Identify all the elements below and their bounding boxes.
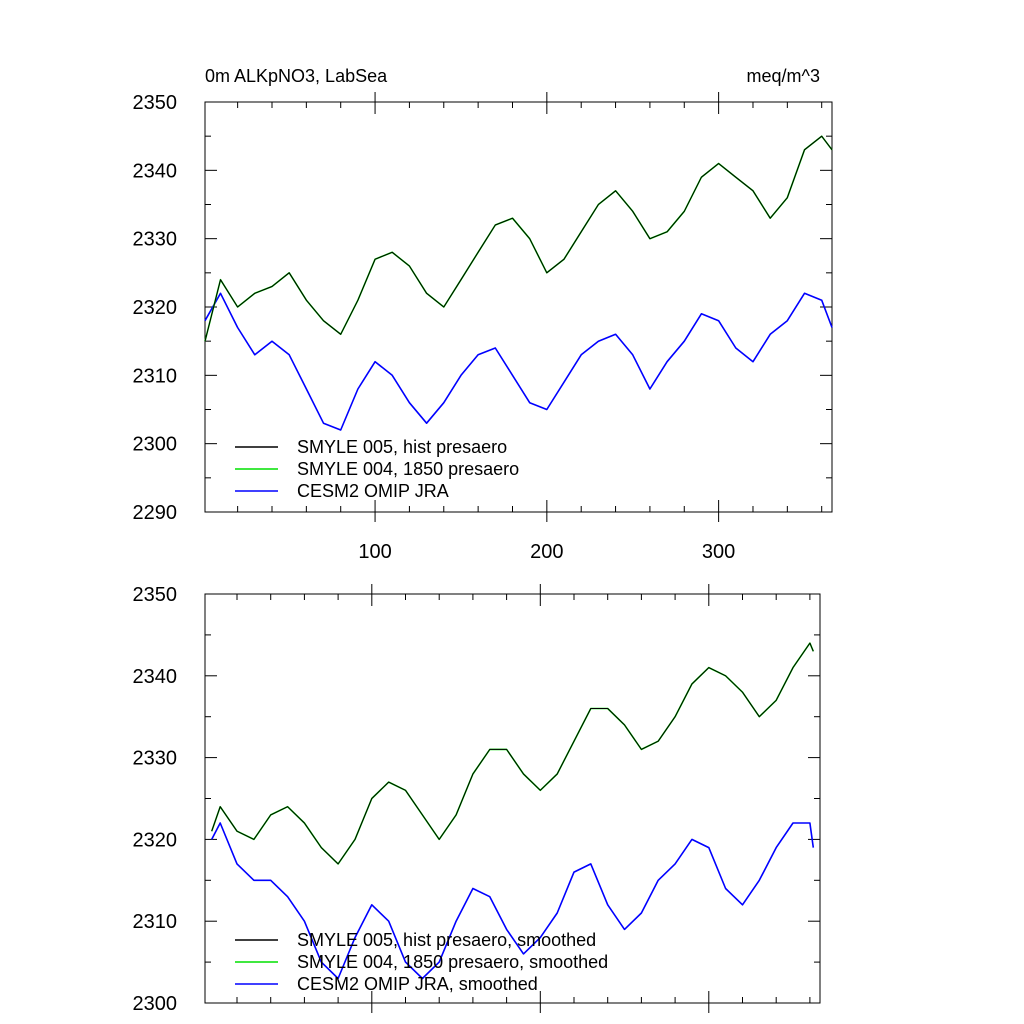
- legend-label: CESM2 OMIP JRA, smoothed: [297, 974, 538, 994]
- series-line: [204, 135, 833, 342]
- y-tick-label: 2350: [133, 584, 178, 606]
- series-line: [204, 292, 833, 431]
- panel-title-right: meq/m^3: [747, 66, 820, 86]
- y-tick-label: 2300: [133, 993, 178, 1015]
- series-line: [204, 135, 833, 342]
- y-tick-label: 2320: [133, 829, 178, 851]
- panel-title-left: 0m ALKpNO3, LabSea: [205, 66, 388, 86]
- y-tick-label: 2310: [133, 911, 178, 933]
- y-tick-label: 2340: [133, 160, 178, 182]
- y-tick-label: 2350: [133, 92, 178, 114]
- x-tick-label: 200: [530, 541, 563, 563]
- legend-label: SMYLE 004, 1850 presaero: [297, 459, 519, 479]
- y-tick-label: 2300: [133, 434, 178, 456]
- y-tick-label: 2330: [133, 229, 178, 251]
- legend-label: SMYLE 005, hist presaero, smoothed: [297, 930, 596, 950]
- series-line: [210, 642, 815, 865]
- bottom-panel: 2300 2310 2320 2330 2340 2350 SMYLE 005, hist …: [133, 584, 821, 1015]
- top-panel: 0m ALKpNO3, LabSea meq/m^3 2290 2300 2310 2…: [133, 66, 833, 563]
- y-tick-label: 2310: [133, 365, 178, 387]
- legend-label: SMYLE 004, 1850 presaero, smoothed: [297, 952, 608, 972]
- x-tick-label: 100: [358, 541, 391, 563]
- legend-label: SMYLE 005, hist presaero: [297, 437, 507, 457]
- y-tick-label: 2290: [133, 502, 178, 524]
- series-line: [211, 642, 814, 865]
- legend-label: CESM2 OMIP JRA: [297, 481, 449, 501]
- x-tick-label: 300: [702, 541, 735, 563]
- y-tick-label: 2330: [133, 748, 178, 770]
- y-tick-label: 2340: [133, 666, 178, 688]
- y-tick-label: 2320: [133, 297, 178, 319]
- series-line: [210, 822, 815, 980]
